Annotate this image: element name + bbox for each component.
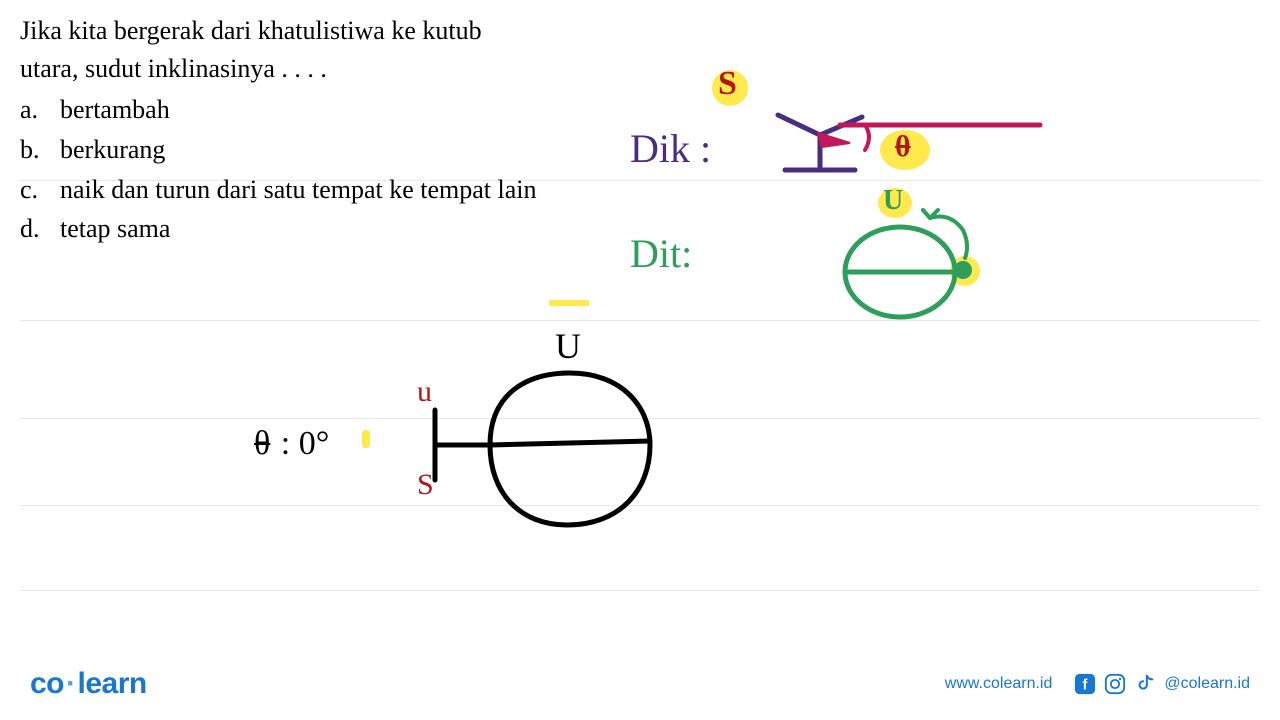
option-c: c. naik dan turun dari satu tempat ke te… xyxy=(20,171,620,209)
social-handle: @colearn.id xyxy=(1164,675,1250,693)
option-letter: a. xyxy=(20,91,60,129)
yellow-mark-small xyxy=(362,430,370,448)
question-line1: Jika kita bergerak dari khatulistiwa ke … xyxy=(20,12,620,50)
logo-dot: · xyxy=(66,667,76,700)
dik-label: Dik : xyxy=(630,125,711,172)
yellow-dash xyxy=(549,300,589,306)
compass-diagram xyxy=(770,95,1060,185)
logo-co: co xyxy=(30,667,64,700)
option-text: tetap sama xyxy=(60,210,620,248)
svg-text:f: f xyxy=(1083,678,1088,694)
option-letter: d. xyxy=(20,210,60,248)
option-a: a. bertambah xyxy=(20,91,620,129)
large-globe-diagram xyxy=(425,365,665,540)
theta-rest: : 0° xyxy=(272,425,329,462)
option-letter: b. xyxy=(20,131,60,169)
option-text: bertambah xyxy=(60,91,620,129)
tiktok-icon xyxy=(1134,673,1156,695)
dit-label: Dit: xyxy=(630,230,692,277)
options-list: a. bertambah b. berkurang c. naik dan tu… xyxy=(20,91,620,248)
footer-right: www.colearn.id f @colearn.id xyxy=(945,673,1250,695)
instagram-icon xyxy=(1104,673,1126,695)
social-icons: f @colearn.id xyxy=(1074,673,1250,695)
s-label: S xyxy=(718,65,737,103)
option-d: d. tetap sama xyxy=(20,210,620,248)
option-text: berkurang xyxy=(60,131,620,169)
brand-logo: co·learn xyxy=(30,667,147,701)
theta-symbol: θ xyxy=(252,425,272,462)
logo-learn: learn xyxy=(78,667,147,700)
question-block: Jika kita bergerak dari khatulistiwa ke … xyxy=(20,12,620,250)
option-letter: c. xyxy=(20,171,60,209)
small-globe-diagram xyxy=(835,200,990,325)
footer: co·learn www.colearn.id f @colearn.id xyxy=(0,648,1280,720)
website-url: www.colearn.id xyxy=(945,675,1053,693)
u-black-label: U xyxy=(555,325,581,367)
option-text: naik dan turun dari satu tempat ke tempa… xyxy=(60,171,620,209)
option-b: b. berkurang xyxy=(20,131,620,169)
question-line2: utara, sudut inklinasinya . . . . xyxy=(20,50,620,88)
theta-equation: θ : 0° xyxy=(252,425,329,463)
facebook-icon: f xyxy=(1074,673,1096,695)
